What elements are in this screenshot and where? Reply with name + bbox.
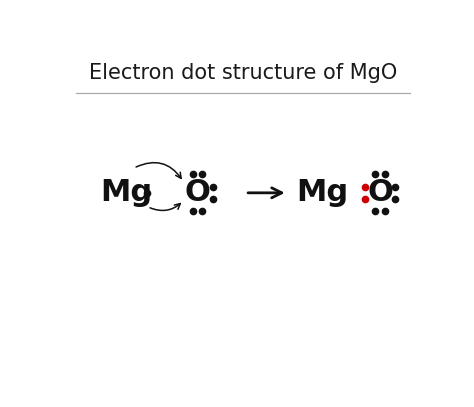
Text: O: O (184, 178, 210, 207)
Text: Mg: Mg (296, 178, 348, 207)
Text: Electron dot structure of MgO: Electron dot structure of MgO (89, 63, 397, 83)
Text: O: O (367, 178, 393, 207)
Text: Mg: Mg (100, 178, 152, 207)
